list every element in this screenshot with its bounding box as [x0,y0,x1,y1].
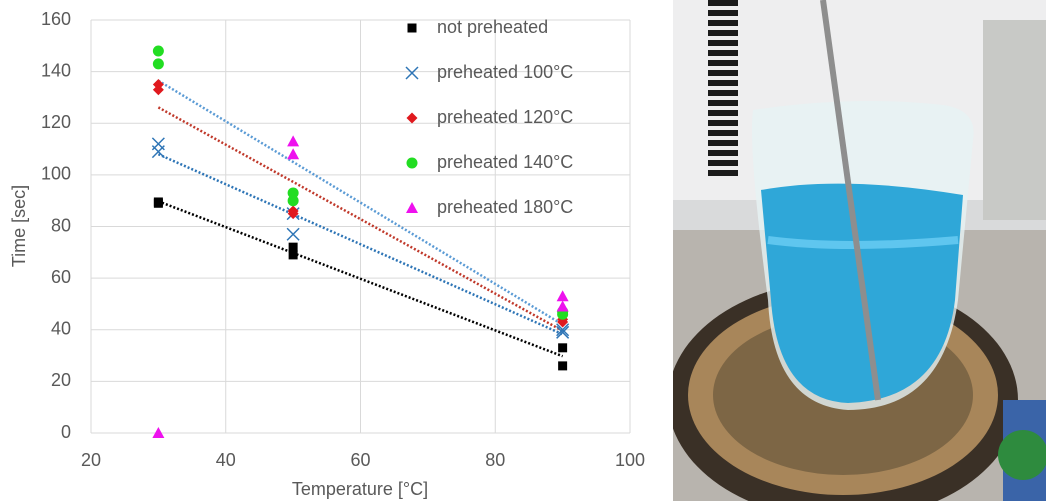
y-tick-label: 160 [41,9,71,29]
point [287,148,300,160]
legend-label: preheated 180°C [437,197,573,217]
point [556,290,569,302]
legend-label: preheated 140°C [437,152,573,172]
y-tick-label: 0 [61,422,71,442]
point [288,242,298,252]
legend-label: preheated 100°C [437,62,573,82]
y-tick-label: 120 [41,112,71,132]
trendline [157,153,564,336]
point [288,250,298,260]
x-tick-label: 20 [81,450,101,470]
legend-marker [407,23,417,33]
point [556,300,569,312]
point [287,135,300,147]
trendline [157,106,564,332]
trendline [157,200,564,358]
point [287,187,299,199]
legend-label: not preheated [437,17,548,37]
y-tick-label: 20 [51,370,71,390]
point [287,208,299,220]
y-tick-label: 40 [51,319,71,339]
x-tick-label: 40 [216,450,236,470]
point [557,316,569,328]
x-tick-label: 80 [485,450,505,470]
point [152,45,164,57]
x-tick-label: 60 [350,450,370,470]
legend-marker [406,157,418,169]
point [152,427,165,438]
y-tick-label: 100 [41,164,71,184]
legend-marker [405,66,419,80]
point [152,84,164,96]
y-tick-label: 80 [51,215,71,235]
point [153,198,163,208]
y-axis-title: Time [sec] [9,185,29,267]
point [558,343,568,353]
point [287,195,299,207]
x-axis-title: Temperature [°C] [292,479,428,499]
photo [673,0,1046,501]
point [556,323,570,337]
legend-marker [406,112,418,124]
x-tick-label: 100 [615,450,645,470]
y-tick-label: 60 [51,267,71,287]
trendline [157,79,564,326]
chart: Temperature [°C] Time [sec] 0 20 40 60 80 100… [9,9,645,499]
point [556,325,570,339]
point [152,58,164,70]
point [286,227,300,241]
point [151,145,165,159]
legend-marker [406,202,418,213]
point [558,361,568,371]
legend-label: preheated 120°C [437,107,573,127]
y-tick-label: 140 [41,60,71,80]
